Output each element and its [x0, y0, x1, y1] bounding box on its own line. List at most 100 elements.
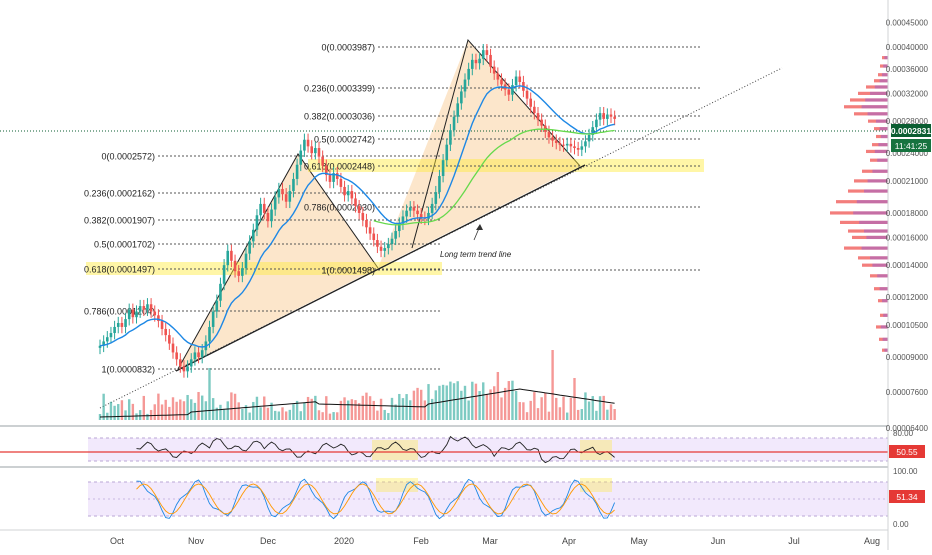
- volume-profile-bar-buy: [861, 105, 888, 109]
- volume-profile-bar: [882, 348, 888, 352]
- volume-bar: [376, 410, 379, 420]
- time-axis-label: Oct: [110, 536, 125, 546]
- candle-body: [471, 59, 474, 69]
- fib-triangle-left-outline: [177, 153, 379, 370]
- volume-bar: [153, 404, 156, 420]
- volume-bar: [222, 409, 226, 420]
- candle-body: [197, 352, 200, 357]
- volume-bar: [128, 399, 131, 420]
- price-axis-label: 0.00024000: [886, 149, 929, 158]
- volume-profile-bar: [870, 158, 888, 162]
- volume-bar: [102, 393, 105, 420]
- volume-bar: [303, 402, 306, 420]
- volume-bar: [555, 397, 558, 420]
- volume-bar: [179, 399, 182, 420]
- candle-body: [98, 345, 102, 348]
- volume-bar: [219, 404, 222, 420]
- volume-profile-bar: [868, 119, 888, 123]
- volume-profile-bar: [844, 105, 888, 109]
- candle-body: [284, 194, 288, 202]
- volume-bar: [277, 411, 281, 420]
- countdown-tag: [891, 139, 931, 152]
- volume-bar: [511, 380, 514, 420]
- volume-profile-bar-buy: [872, 169, 888, 173]
- volume-bar: [405, 394, 408, 420]
- volume-bar: [182, 401, 186, 420]
- volume-bar: [580, 409, 583, 420]
- volume-bar: [274, 410, 277, 420]
- fib-level-label: 0.236(0.0002162): [84, 189, 155, 199]
- candle-body: [558, 143, 562, 145]
- volume-profile-bar: [874, 127, 888, 131]
- volume-bar: [434, 390, 437, 420]
- volume-bar: [398, 393, 401, 420]
- volume-bar: [500, 397, 503, 420]
- fib-level-label: 0.236(0.0003399): [304, 84, 375, 94]
- candle-body: [255, 215, 259, 230]
- volume-bar: [310, 398, 313, 420]
- candle-body: [562, 144, 565, 146]
- fib-triangle-left: [178, 154, 378, 369]
- price-axis-label: 0.00010500: [886, 321, 929, 330]
- volume-bar: [117, 404, 120, 420]
- candle-body: [467, 68, 470, 80]
- volume-profile-bar: [880, 64, 888, 68]
- candle-body: [547, 131, 551, 138]
- candle-body: [113, 326, 116, 334]
- volume-profile-bar-buy: [870, 256, 888, 260]
- volume-profile-bar-buy: [880, 134, 888, 139]
- volume-bar: [525, 412, 529, 420]
- candle-body: [127, 309, 131, 320]
- volume-bar: [252, 401, 255, 420]
- candle-body: [175, 352, 178, 360]
- volume-bar: [201, 395, 204, 420]
- candle-body: [189, 359, 193, 367]
- volume-profile-bar: [866, 85, 888, 89]
- candle-body: [142, 306, 146, 310]
- candle-body: [346, 191, 350, 196]
- volume-profile-bar-buy: [879, 79, 888, 83]
- volume-bar: [295, 400, 299, 420]
- candle-body: [160, 321, 164, 329]
- volume-bar: [215, 407, 218, 420]
- volume-profile-bar-buy: [856, 200, 888, 204]
- candle-body: [259, 203, 262, 216]
- volume-bar: [113, 405, 116, 420]
- volume-bar: [471, 381, 474, 420]
- price-axis-label: 0.00021000: [886, 177, 929, 186]
- candle-body: [609, 114, 613, 117]
- candle-body: [533, 106, 536, 114]
- volume-bar: [190, 399, 193, 420]
- volume-bar: [420, 389, 423, 420]
- stoch-highlight-box: [580, 478, 612, 492]
- time-axis-label: Jul: [788, 536, 800, 546]
- candle-body: [321, 156, 324, 166]
- candle-body: [372, 233, 376, 241]
- volume-bar: [336, 412, 339, 420]
- candle-body: [219, 283, 222, 301]
- volume-bar: [343, 397, 346, 420]
- candle-body: [598, 113, 602, 120]
- candle-body: [554, 140, 558, 144]
- volume-bar: [569, 397, 573, 420]
- ema-slow-line: [373, 128, 615, 226]
- volume-profile-bar-buy: [878, 143, 888, 147]
- volume-bar: [175, 401, 178, 420]
- candle-body: [354, 198, 357, 207]
- fib-level-label: 0.786(0.0001204): [84, 307, 155, 317]
- time-axis-label: Feb: [413, 536, 429, 546]
- candle-body: [171, 343, 175, 353]
- fib-level-label: 0(0.0002572): [101, 152, 155, 162]
- fib-level-label: 0.786(0.0002030): [304, 203, 375, 213]
- volume-bar: [456, 381, 459, 420]
- candle-body: [383, 248, 386, 251]
- volume-bar: [533, 392, 536, 420]
- candle-body: [120, 322, 124, 327]
- candle-body: [518, 76, 522, 83]
- volume-bar: [576, 409, 580, 420]
- volume-bar: [503, 387, 507, 420]
- volume-bar: [332, 412, 335, 420]
- volume-bar: [208, 368, 211, 420]
